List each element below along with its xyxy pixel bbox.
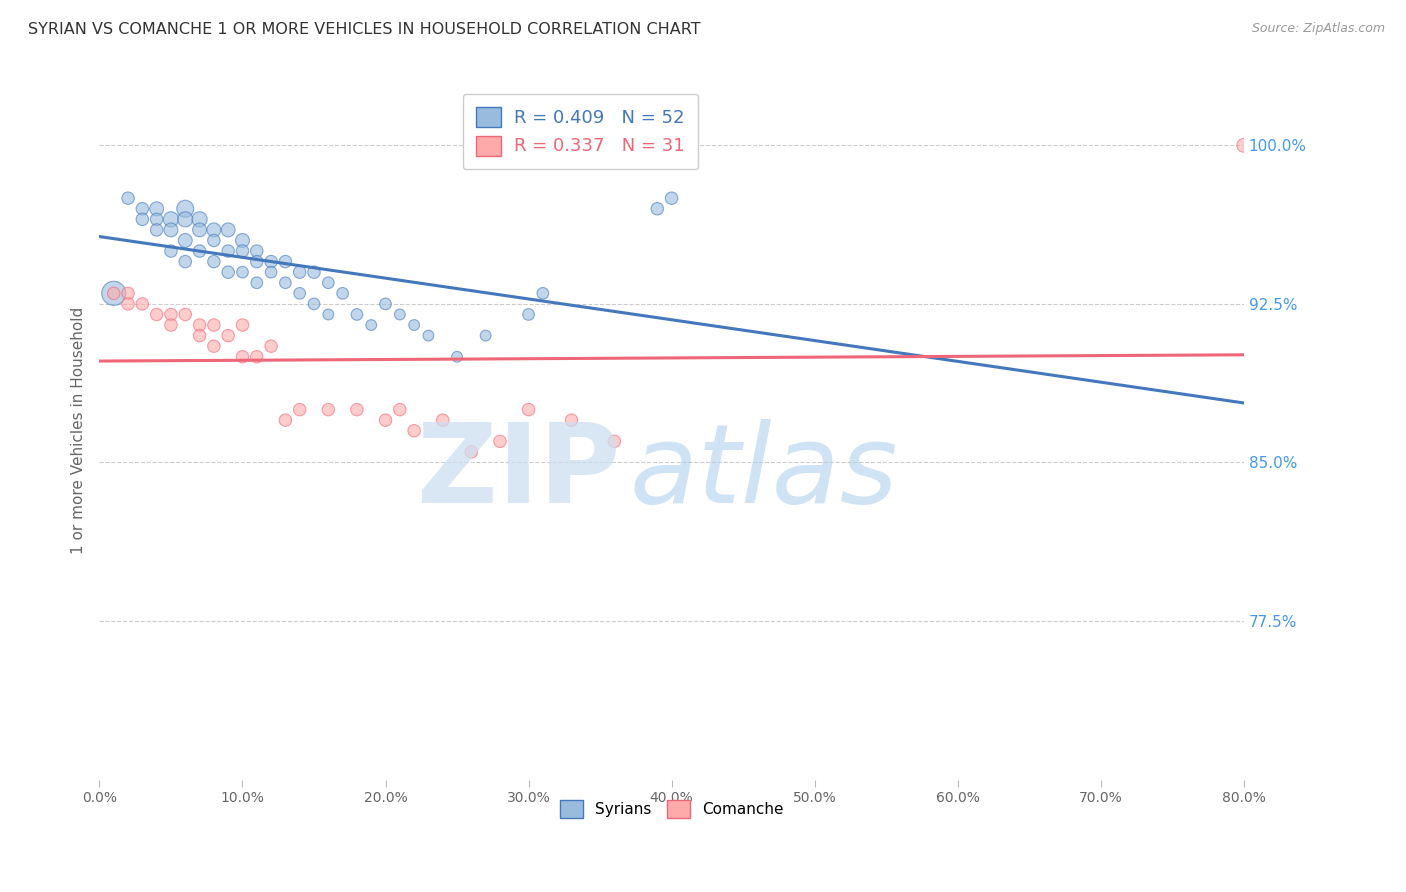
Point bbox=[103, 286, 125, 301]
Point bbox=[374, 413, 396, 427]
Point bbox=[131, 202, 153, 216]
Point bbox=[318, 402, 340, 417]
Point bbox=[217, 265, 239, 279]
Point bbox=[246, 350, 269, 364]
Legend: Syrians, Comanche: Syrians, Comanche bbox=[554, 793, 789, 824]
Point bbox=[160, 212, 183, 227]
Point bbox=[174, 212, 197, 227]
Point bbox=[202, 234, 225, 248]
Point bbox=[274, 413, 297, 427]
Point bbox=[231, 265, 253, 279]
Point bbox=[388, 308, 411, 322]
Point bbox=[318, 276, 340, 290]
Point bbox=[188, 223, 211, 237]
Point bbox=[474, 328, 496, 343]
Point bbox=[288, 286, 311, 301]
Point bbox=[432, 413, 454, 427]
Point bbox=[188, 212, 211, 227]
Point bbox=[160, 244, 183, 258]
Point bbox=[374, 297, 396, 311]
Point bbox=[188, 318, 211, 332]
Point bbox=[404, 424, 426, 438]
Point bbox=[131, 212, 153, 227]
Point bbox=[346, 308, 368, 322]
Y-axis label: 1 or more Vehicles in Household: 1 or more Vehicles in Household bbox=[72, 307, 86, 554]
Text: Source: ZipAtlas.com: Source: ZipAtlas.com bbox=[1251, 22, 1385, 36]
Point bbox=[117, 286, 139, 301]
Point bbox=[288, 402, 311, 417]
Point bbox=[360, 318, 382, 332]
Text: atlas: atlas bbox=[630, 419, 898, 526]
Point bbox=[231, 234, 253, 248]
Point bbox=[302, 265, 325, 279]
Point bbox=[517, 402, 540, 417]
Point bbox=[217, 244, 239, 258]
Point bbox=[489, 434, 512, 449]
Point bbox=[145, 202, 167, 216]
Point bbox=[202, 223, 225, 237]
Point bbox=[131, 297, 153, 311]
Point bbox=[174, 202, 197, 216]
Point bbox=[174, 234, 197, 248]
Point bbox=[145, 223, 167, 237]
Point bbox=[645, 202, 668, 216]
Point bbox=[202, 318, 225, 332]
Point bbox=[388, 402, 411, 417]
Text: ZIP: ZIP bbox=[416, 419, 620, 526]
Point bbox=[117, 191, 139, 205]
Point bbox=[145, 212, 167, 227]
Point bbox=[318, 308, 340, 322]
Point bbox=[603, 434, 626, 449]
Point bbox=[246, 254, 269, 268]
Point bbox=[274, 276, 297, 290]
Point bbox=[404, 318, 426, 332]
Point bbox=[560, 413, 582, 427]
Point bbox=[332, 286, 354, 301]
Point bbox=[260, 254, 283, 268]
Point bbox=[288, 265, 311, 279]
Point bbox=[231, 318, 253, 332]
Point bbox=[302, 297, 325, 311]
Point bbox=[174, 254, 197, 268]
Point bbox=[274, 254, 297, 268]
Point bbox=[202, 339, 225, 353]
Point bbox=[188, 328, 211, 343]
Point bbox=[418, 328, 440, 343]
Point bbox=[446, 350, 468, 364]
Point bbox=[260, 265, 283, 279]
Point bbox=[202, 254, 225, 268]
Point bbox=[145, 308, 167, 322]
Point bbox=[174, 308, 197, 322]
Point bbox=[1233, 138, 1256, 153]
Point bbox=[531, 286, 554, 301]
Point bbox=[661, 191, 683, 205]
Point bbox=[260, 339, 283, 353]
Point bbox=[217, 223, 239, 237]
Point bbox=[346, 402, 368, 417]
Point bbox=[160, 318, 183, 332]
Point bbox=[460, 445, 482, 459]
Point bbox=[217, 328, 239, 343]
Point bbox=[517, 308, 540, 322]
Point bbox=[246, 276, 269, 290]
Point bbox=[188, 244, 211, 258]
Point bbox=[231, 244, 253, 258]
Point bbox=[117, 297, 139, 311]
Point bbox=[231, 350, 253, 364]
Point bbox=[160, 308, 183, 322]
Point bbox=[246, 244, 269, 258]
Point bbox=[160, 223, 183, 237]
Text: SYRIAN VS COMANCHE 1 OR MORE VEHICLES IN HOUSEHOLD CORRELATION CHART: SYRIAN VS COMANCHE 1 OR MORE VEHICLES IN… bbox=[28, 22, 700, 37]
Point bbox=[103, 286, 125, 301]
